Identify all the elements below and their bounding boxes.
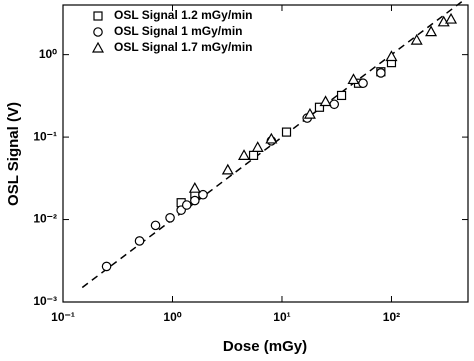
y-tick-label: 10⁻²: [33, 212, 57, 226]
marker-triangle: [188, 181, 201, 193]
marker-triangle: [319, 95, 332, 107]
marker-square: [281, 127, 292, 137]
legend-label: OSL Signal 1.2 mGy/min: [114, 8, 253, 22]
y-tick-label: 10⁻¹: [33, 129, 57, 143]
x-tick-label: 10¹: [273, 310, 290, 324]
marker-circle: [101, 261, 112, 272]
marker-triangle: [265, 132, 278, 144]
marker-triangle: [221, 163, 234, 175]
marker-triangle: [251, 141, 264, 152]
marker-triangle: [91, 41, 105, 53]
marker-square: [336, 90, 347, 101]
legend-label: OSL Signal 1 mGy/min: [114, 24, 242, 38]
marker-triangle: [385, 50, 398, 62]
marker-circle: [358, 78, 368, 89]
marker-triangle: [347, 73, 360, 85]
marker-circle: [376, 68, 386, 78]
reference-line: [81, 0, 466, 289]
plot-frame: [62, 4, 469, 303]
marker-circle: [329, 99, 340, 110]
marker-triangle: [410, 33, 423, 45]
marker-square: [248, 150, 259, 160]
marker-triangle: [303, 107, 316, 119]
marker-circle: [198, 189, 208, 200]
marker-triangle: [237, 149, 251, 160]
x-tick-label: 10⁰: [163, 310, 181, 324]
marker-triangle: [445, 12, 458, 24]
y-tick-label: 10⁻³: [33, 294, 57, 308]
x-tick-label: 10⁻¹: [51, 310, 75, 324]
x-axis-title: Dose (mGy): [223, 338, 307, 355]
marker-circle: [181, 200, 192, 210]
y-axis-title: OSL Signal (V): [5, 102, 22, 206]
marker-square: [93, 11, 103, 21]
marker-square: [314, 102, 325, 112]
marker-circle: [190, 195, 200, 206]
marker-triangle: [425, 25, 438, 37]
y-tick-label: 10⁰: [39, 47, 57, 61]
marker-circle: [134, 236, 145, 246]
marker-circle: [150, 220, 161, 231]
marker-circle: [93, 27, 103, 37]
marker-circle: [165, 213, 175, 223]
legend-label: OSL Signal 1.7 mGy/min: [114, 40, 253, 54]
x-tick-label: 10²: [383, 310, 400, 324]
